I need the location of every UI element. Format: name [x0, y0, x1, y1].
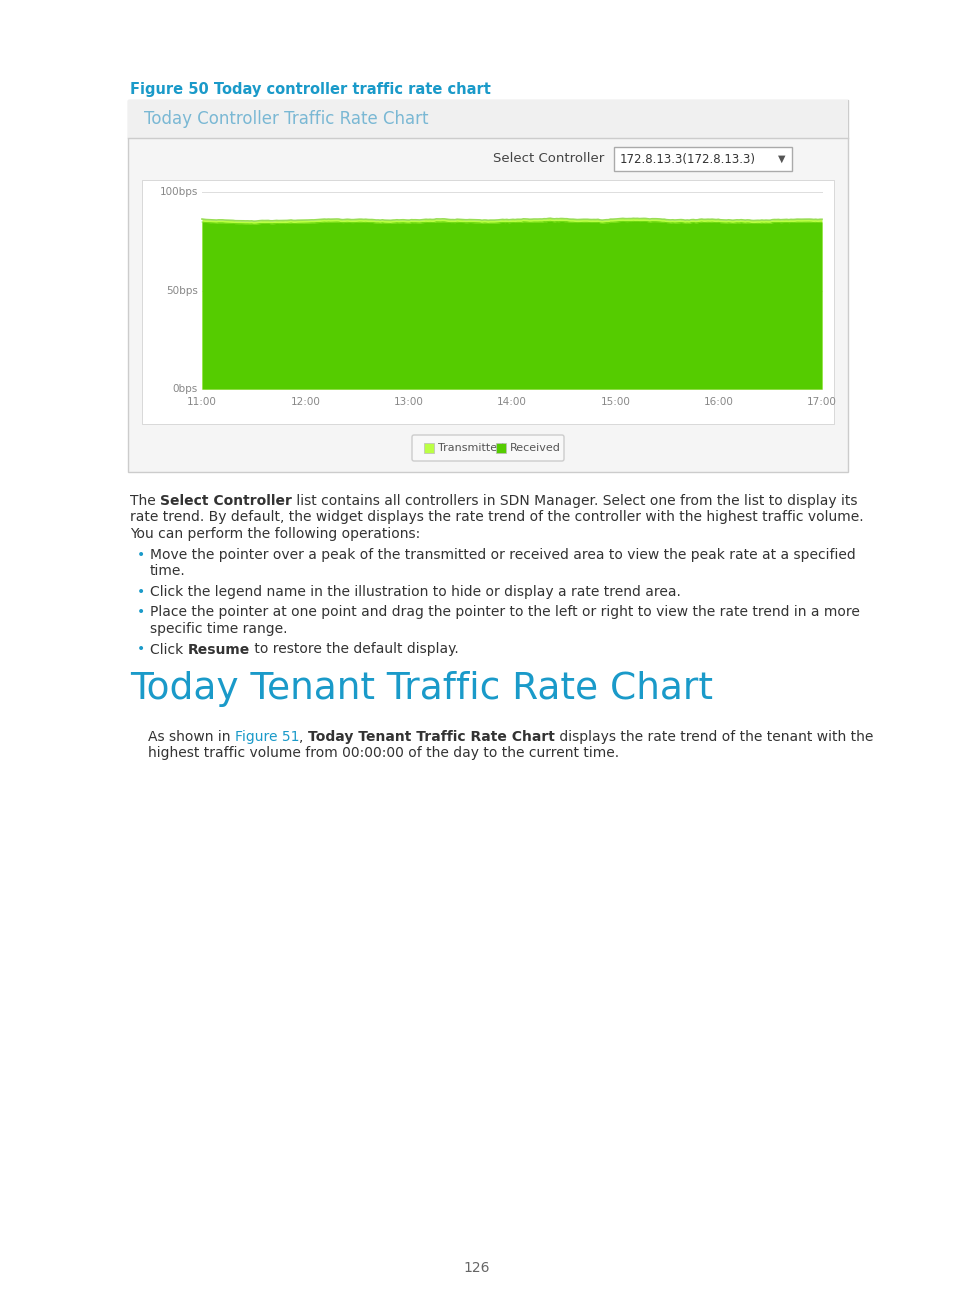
Text: 16:00: 16:00 — [703, 397, 733, 407]
Text: rate trend. By default, the widget displays the rate trend of the controller wit: rate trend. By default, the widget displ… — [130, 511, 862, 525]
Text: 13:00: 13:00 — [394, 397, 423, 407]
Bar — [128, 100, 847, 472]
Text: 100bps: 100bps — [159, 187, 198, 197]
Text: Today Tenant Traffic Rate Chart: Today Tenant Traffic Rate Chart — [130, 671, 712, 708]
Text: displays the rate trend of the tenant with the: displays the rate trend of the tenant wi… — [555, 730, 872, 744]
Bar — [496, 443, 505, 454]
Bar — [614, 146, 791, 171]
Bar — [423, 443, 434, 454]
Text: ,: , — [299, 730, 308, 744]
Text: 126: 126 — [463, 1261, 490, 1275]
Text: •: • — [137, 643, 145, 657]
Text: Click the legend name in the illustration to hide or display a rate trend area.: Click the legend name in the illustratio… — [150, 584, 680, 599]
Text: to restore the default display.: to restore the default display. — [250, 643, 458, 657]
Text: Today Controller Traffic Rate Chart: Today Controller Traffic Rate Chart — [144, 110, 428, 128]
Text: specific time range.: specific time range. — [150, 622, 287, 636]
Text: 172.8.13.3(172.8.13.3): 172.8.13.3(172.8.13.3) — [619, 153, 755, 166]
Text: Resume: Resume — [188, 643, 250, 657]
Text: time.: time. — [150, 564, 186, 578]
Text: highest traffic volume from 00:00:00 of the day to the current time.: highest traffic volume from 00:00:00 of … — [148, 746, 618, 761]
Text: Figure 51: Figure 51 — [234, 730, 299, 744]
Text: 15:00: 15:00 — [599, 397, 630, 407]
Text: Click: Click — [150, 643, 188, 657]
Text: •: • — [137, 605, 145, 619]
Text: Move the pointer over a peak of the transmitted or received area to view the pea: Move the pointer over a peak of the tran… — [150, 548, 855, 561]
Text: ▼: ▼ — [778, 154, 785, 165]
Text: 50bps: 50bps — [166, 285, 198, 295]
Text: 12:00: 12:00 — [290, 397, 320, 407]
Text: 0bps: 0bps — [172, 384, 198, 394]
Text: Select Controller: Select Controller — [493, 153, 603, 166]
Text: Select Controller: Select Controller — [160, 494, 292, 508]
Text: 17:00: 17:00 — [806, 397, 836, 407]
Text: •: • — [137, 584, 145, 599]
Text: Transmitted: Transmitted — [437, 443, 504, 454]
Bar — [128, 100, 847, 137]
Text: •: • — [137, 548, 145, 561]
Text: 11:00: 11:00 — [187, 397, 216, 407]
FancyBboxPatch shape — [412, 435, 563, 461]
Text: Today Tenant Traffic Rate Chart: Today Tenant Traffic Rate Chart — [308, 730, 555, 744]
Bar — [142, 180, 833, 424]
Text: You can perform the following operations:: You can perform the following operations… — [130, 527, 420, 540]
Text: Place the pointer at one point and drag the pointer to the left or right to view: Place the pointer at one point and drag … — [150, 605, 859, 619]
Text: The: The — [130, 494, 160, 508]
Text: 14:00: 14:00 — [497, 397, 526, 407]
Text: Figure 50 Today controller traffic rate chart: Figure 50 Today controller traffic rate … — [130, 82, 491, 97]
Text: Received: Received — [510, 443, 560, 454]
Text: list contains all controllers in SDN Manager. Select one from the list to displa: list contains all controllers in SDN Man… — [292, 494, 857, 508]
Text: As shown in: As shown in — [148, 730, 234, 744]
